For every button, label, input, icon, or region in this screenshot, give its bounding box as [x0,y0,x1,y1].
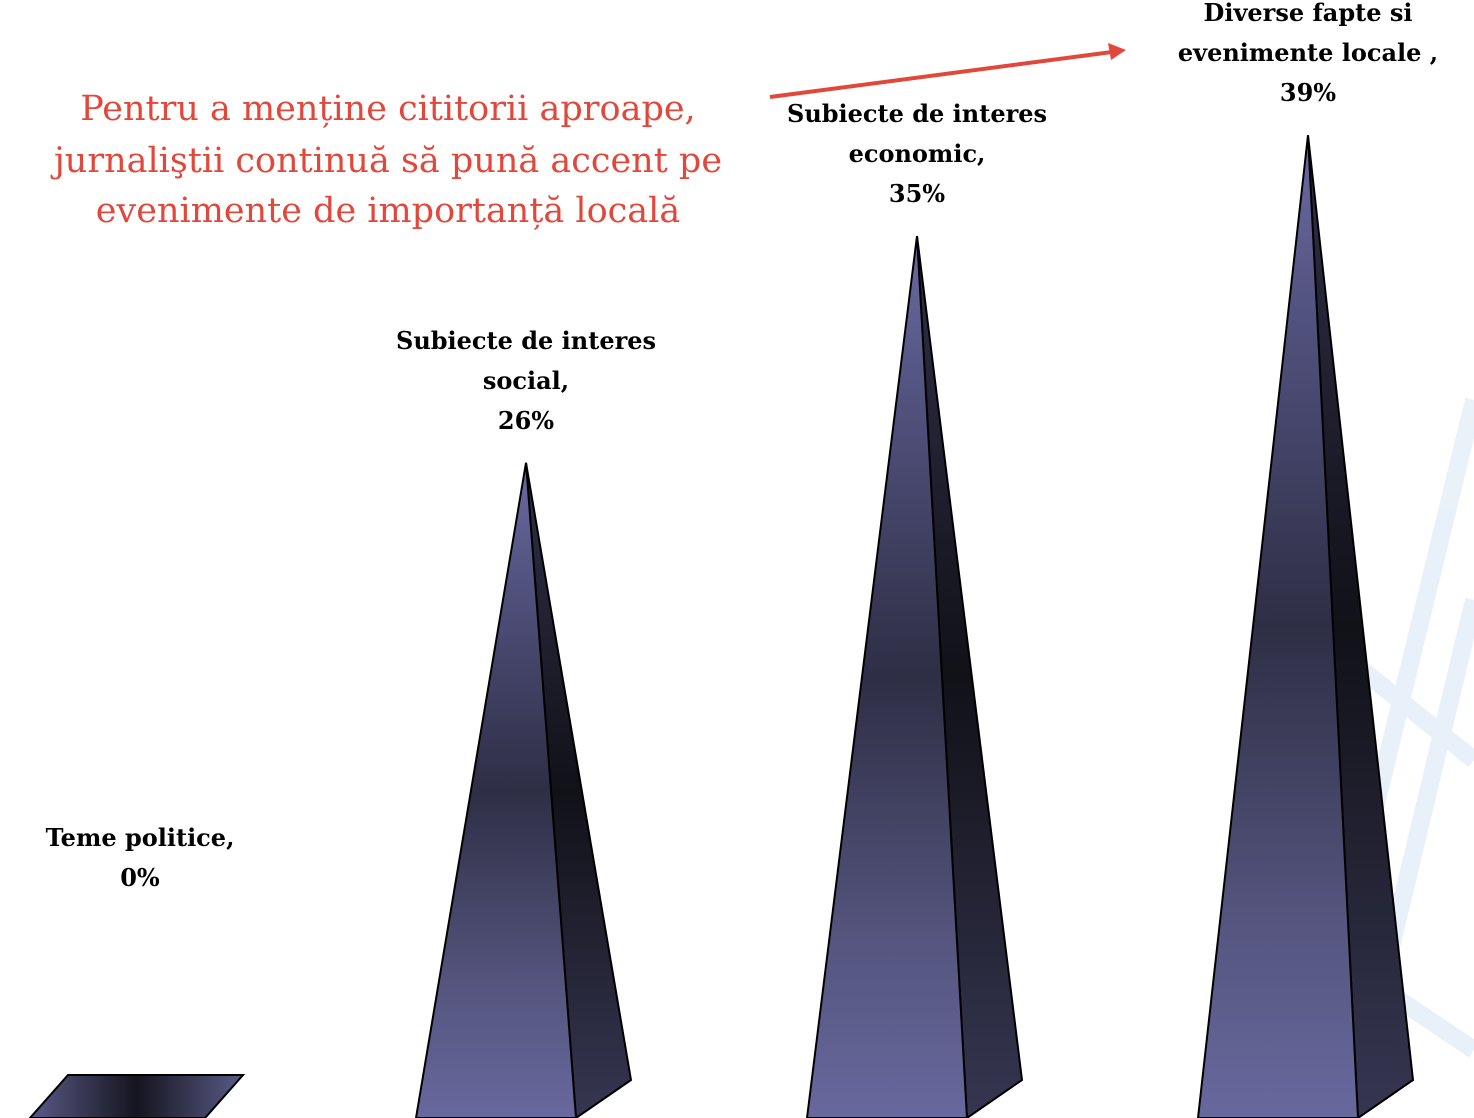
pyramid-flat [28,1074,246,1118]
category-label: Subiecte de interes social, [395,325,657,395]
data-label: Teme politice, 0% [0,818,305,898]
arrow [769,43,1126,99]
value-label: 26% [497,405,555,435]
pyramid-front [414,462,578,1118]
category-label: Subiecte de interes economic, [786,99,1048,168]
pyramid [414,462,633,1118]
value-label: 39% [1279,78,1337,108]
pyramid-front [805,235,969,1118]
data-label: Subiecte de interes economic, 35% [752,94,1082,214]
annotation: Pentru a menține cititorii aproape, [80,89,695,129]
pyramid [1196,135,1415,1118]
data-label: Subiecte de interes social, 26% [371,321,681,441]
category-label: Teme politice, [45,823,235,852]
pyramid [28,1074,246,1118]
value-label: 0% [120,863,160,892]
annotation: jurnaliştii continuă să pună accent pe [50,141,722,181]
pyramid [805,235,1024,1118]
pyramid-front [1196,135,1360,1118]
data-label: Diverse fapte si evenimente locale , 39% [1143,0,1473,113]
category-label: Diverse fapte si evenimente locale , [1177,0,1439,68]
annotation: evenimente de importanță locală [96,191,680,231]
value-label: 35% [888,179,946,208]
